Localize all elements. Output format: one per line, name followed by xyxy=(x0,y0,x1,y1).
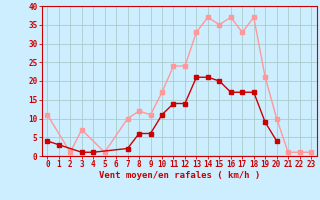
X-axis label: Vent moyen/en rafales ( km/h ): Vent moyen/en rafales ( km/h ) xyxy=(99,171,260,180)
